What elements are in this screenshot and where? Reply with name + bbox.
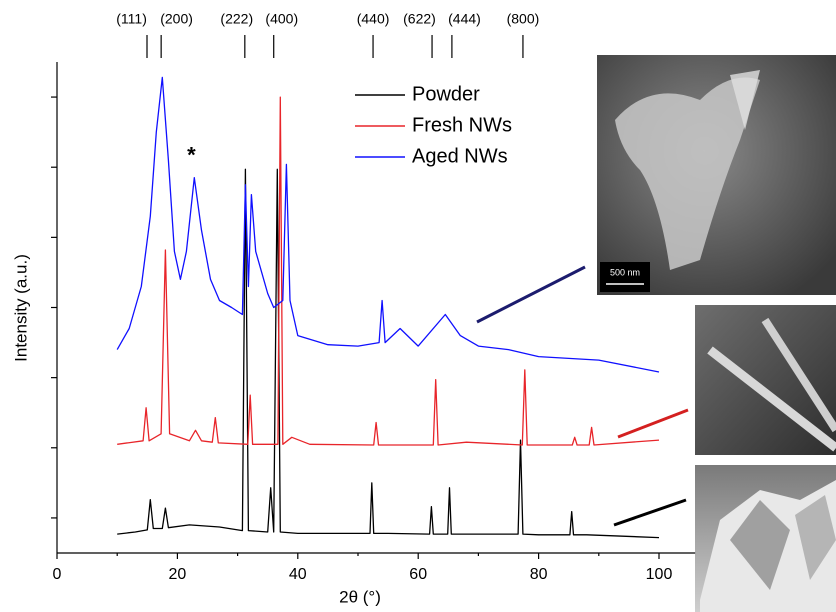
reference-peak-label: (800) [507, 11, 540, 27]
y-axis-label: Intensity (a.u.) [11, 254, 30, 362]
connector [476, 265, 586, 324]
reference-peak-label: (222) [220, 11, 253, 27]
x-tick-label: 100 [646, 566, 673, 583]
x-tick-label: 0 [53, 566, 62, 583]
connector [617, 408, 689, 439]
inset-sem-powder [695, 465, 836, 612]
series-line [117, 168, 660, 539]
x-tick-label: 20 [169, 566, 187, 583]
reference-peak-label: (400) [265, 11, 298, 27]
reference-peak-label: (622) [403, 11, 436, 27]
series-line [116, 76, 660, 373]
legend-label: Powder [412, 83, 480, 105]
x-tick-label: 40 [289, 566, 307, 583]
connector [613, 498, 687, 527]
legend-label: Fresh NWs [412, 114, 512, 136]
annotation: * [187, 143, 196, 168]
inset-sem-fresh [695, 305, 836, 455]
x-tick-label: 60 [409, 566, 427, 583]
reference-peak-label: (444) [448, 11, 481, 27]
reference-peak-label: (440) [357, 11, 390, 27]
x-axis-label: 2θ (°) [339, 587, 381, 606]
reference-peak-label: (111) [116, 11, 147, 27]
x-tick-label: 80 [530, 566, 548, 583]
reference-peak-label: (200) [160, 11, 193, 27]
inset-sem-aged: 500 nm [597, 55, 836, 295]
legend-label: Aged NWs [412, 145, 508, 167]
series-line [117, 96, 660, 446]
scale-bar-label: 500 nm [610, 267, 640, 277]
